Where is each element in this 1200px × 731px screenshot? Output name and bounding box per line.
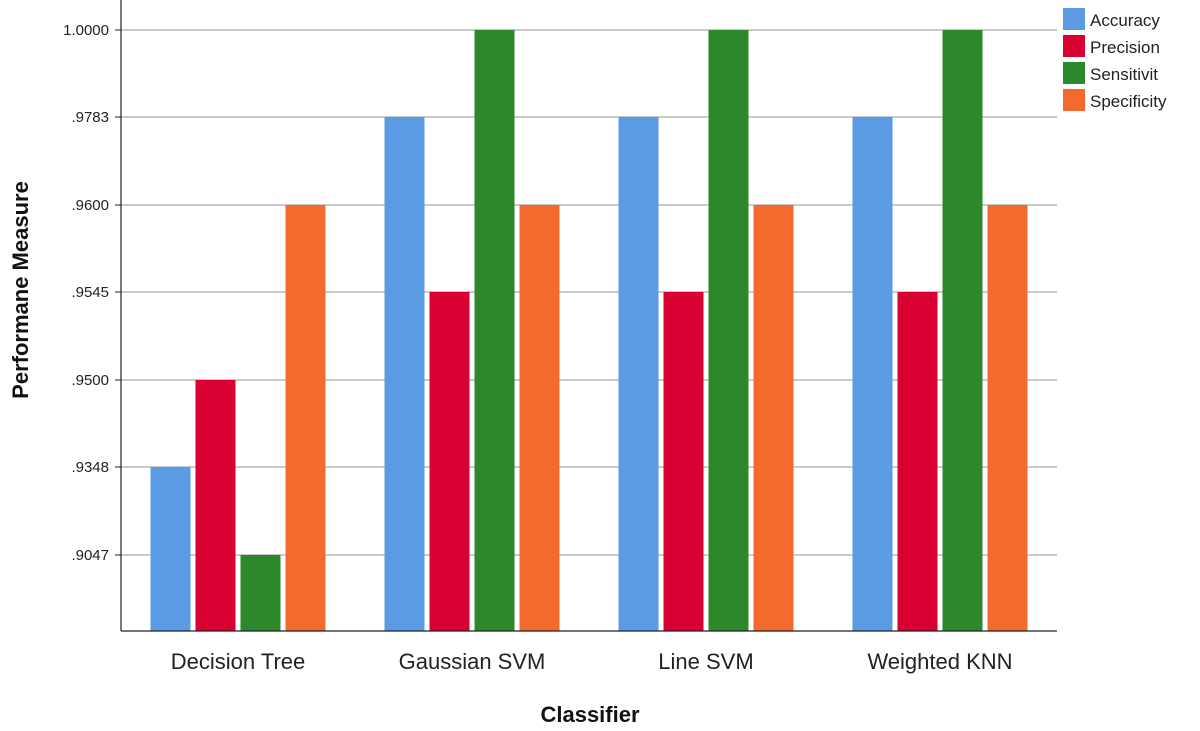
y-axis-title: Performane Measure bbox=[8, 181, 33, 399]
bar-sensitivit-gaussian-svm bbox=[474, 30, 515, 631]
legend-label-accuracy: Accuracy bbox=[1090, 11, 1160, 30]
y-tick-label: .9047 bbox=[71, 547, 109, 564]
legend: Accuracy Precision Sensitivit Specificity bbox=[1063, 8, 1167, 111]
bar-accuracy-gaussian-svm bbox=[384, 117, 425, 631]
bars bbox=[150, 30, 1028, 631]
x-category-label: Weighted KNN bbox=[867, 649, 1012, 674]
bar-precision-gaussian-svm bbox=[429, 292, 470, 631]
y-tick-label: .9500 bbox=[71, 372, 109, 389]
axes bbox=[120, 0, 1057, 632]
y-tick-label: .9545 bbox=[71, 284, 109, 301]
legend-swatch-accuracy bbox=[1063, 8, 1085, 30]
x-category-label: Decision Tree bbox=[171, 649, 306, 674]
bar-specificity-line-svm bbox=[753, 205, 794, 631]
legend-label-sensitivit: Sensitivit bbox=[1090, 65, 1158, 84]
y-tick-label: .9783 bbox=[71, 109, 109, 126]
bar-specificity-weighted-knn bbox=[987, 205, 1028, 631]
legend-label-precision: Precision bbox=[1090, 38, 1160, 57]
bar-specificity-gaussian-svm bbox=[519, 205, 560, 631]
legend-swatch-precision bbox=[1063, 35, 1085, 57]
x-category-label: Gaussian SVM bbox=[399, 649, 546, 674]
grid-lines bbox=[121, 29, 1057, 556]
bar-precision-weighted-knn bbox=[897, 292, 938, 631]
bar-accuracy-decision-tree bbox=[150, 467, 191, 631]
legend-label-specificity: Specificity bbox=[1090, 92, 1167, 111]
x-category-label: Line SVM bbox=[658, 649, 753, 674]
bar-sensitivit-decision-tree bbox=[240, 555, 281, 631]
y-tick-label: 1.0000 bbox=[63, 22, 109, 39]
bar-accuracy-line-svm bbox=[618, 117, 659, 631]
legend-swatch-sensitivit bbox=[1063, 62, 1085, 84]
bar-accuracy-weighted-knn bbox=[852, 117, 893, 631]
bar-precision-decision-tree bbox=[195, 380, 236, 631]
bar-specificity-decision-tree bbox=[285, 205, 326, 631]
y-axis-ticks: .9047 .9348 .9500 .9545 .9600 .9783 1.0000 bbox=[63, 22, 121, 564]
x-axis-category-labels: Decision Tree Gaussian SVM Line SVM Weighte… bbox=[171, 649, 1013, 674]
bar-sensitivit-weighted-knn bbox=[942, 30, 983, 631]
y-tick-label: .9600 bbox=[71, 197, 109, 214]
y-tick-label: .9348 bbox=[71, 459, 109, 476]
bar-precision-line-svm bbox=[663, 292, 704, 631]
x-axis-title: Classifier bbox=[540, 702, 639, 727]
legend-swatch-specificity bbox=[1063, 89, 1085, 111]
bar-sensitivit-line-svm bbox=[708, 30, 749, 631]
